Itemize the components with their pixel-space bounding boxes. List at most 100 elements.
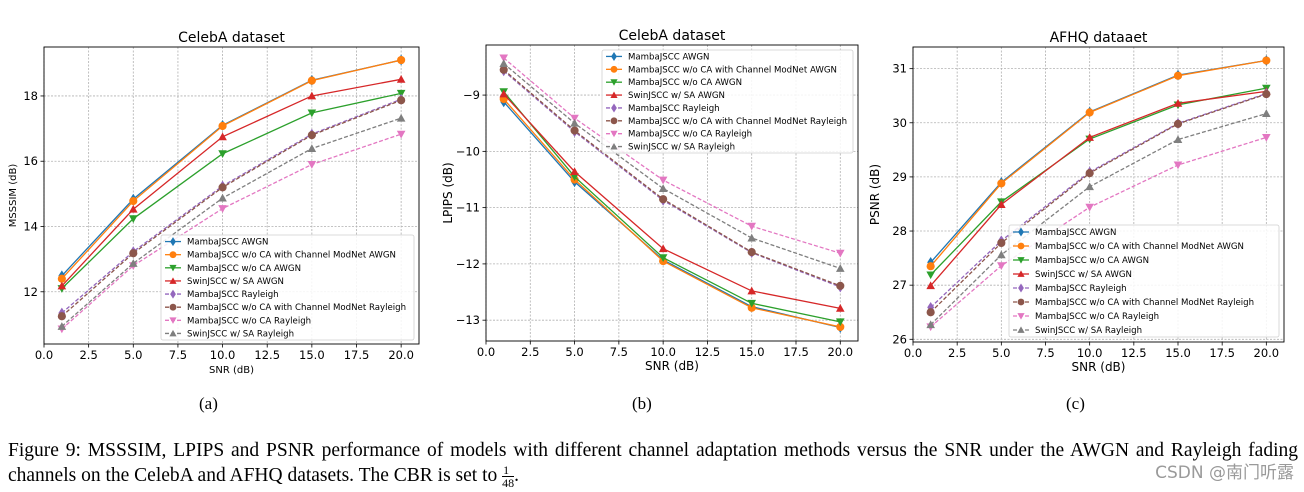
x-tick-label: 15.0: [299, 348, 325, 362]
legend-label: SwinJSCC w/ SA AWGN: [187, 277, 284, 287]
data-point: [997, 262, 1006, 270]
series-5: [926, 90, 1271, 317]
legend: MambaJSCC AWGN MambaJSCC w/o CA with Chan…: [1008, 224, 1280, 338]
data-point: [926, 308, 935, 317]
legend-label: MambaJSCC w/o CA with Channel ModNet Ray…: [628, 117, 847, 127]
data-point: [218, 183, 227, 192]
data-point: [129, 249, 138, 258]
y-tick-label: −11: [456, 201, 480, 215]
data-point: [747, 286, 757, 295]
legend-marker: [1017, 298, 1025, 306]
data-point: [1173, 119, 1183, 128]
x-tick-label: 17.5: [783, 345, 809, 359]
series-7: [499, 59, 845, 272]
series-5: [57, 96, 406, 321]
legend-marker: [610, 91, 618, 98]
data-point: [129, 196, 138, 206]
data-point: [1085, 108, 1094, 117]
legend-marker: [170, 289, 176, 299]
legend-label: MambaJSCC w/o CA with Channel ModNet AWG…: [628, 65, 837, 75]
x-tick-label: 7.5: [1036, 346, 1054, 360]
x-tick-label: 17.5: [1209, 346, 1235, 360]
x-tick-label: 7.5: [169, 348, 187, 362]
legend-label: MambaJSCC w/o CA with Channel ModNet Ray…: [187, 303, 406, 313]
data-point: [57, 312, 66, 321]
data-point: [1173, 161, 1183, 170]
data-point: [747, 299, 757, 308]
legend-label: MambaJSCC w/o CA AWGN: [1035, 256, 1149, 266]
x-tick-label: 0.0: [904, 346, 922, 360]
y-tick-label: 16: [23, 154, 38, 168]
y-axis-label: LPIPS (dB): [441, 162, 455, 223]
legend-box: [160, 234, 415, 341]
legend-box: [601, 49, 854, 154]
legend-marker: [169, 329, 177, 337]
data-point: [835, 318, 845, 327]
data-point: [307, 131, 316, 140]
data-point: [499, 65, 508, 74]
data-point: [835, 249, 845, 258]
legend-marker: [1018, 283, 1024, 293]
x-tick-label: 5.0: [565, 345, 583, 359]
data-point: [835, 264, 845, 272]
series-line: [503, 63, 841, 270]
data-point: [57, 281, 67, 290]
data-point: [747, 248, 756, 257]
data-point: [747, 303, 756, 312]
chart-0: 0.0 2.5 5.0 7.5 10.0 12.5 15.0 17.5 20.0 12 14 16 18…: [8, 30, 420, 376]
data-point: [1085, 169, 1094, 178]
x-axis-label: SNR (dB): [645, 359, 699, 373]
legend-box: [1008, 224, 1280, 338]
legend-label: MambaJSCC w/o CA Rayleigh: [628, 130, 752, 140]
legend-marker: [1017, 270, 1025, 277]
data-point: [57, 274, 66, 283]
legend-marker: [610, 130, 618, 138]
subcaption-c: (c): [1066, 394, 1085, 413]
legend-label: SwinJSCC w/ SA Rayleigh: [187, 329, 294, 339]
series-1: [926, 56, 1271, 271]
data-point: [397, 55, 406, 65]
legend-label: MambaJSCC Rayleigh: [187, 290, 279, 300]
data-point: [835, 304, 845, 312]
axes-frame: [43, 46, 420, 345]
data-point: [307, 91, 317, 100]
data-point: [499, 54, 509, 63]
data-point: [997, 179, 1006, 188]
legend-label: MambaJSCC Rayleigh: [1035, 284, 1127, 294]
data-point: [307, 109, 317, 118]
legend-marker: [1017, 313, 1025, 320]
y-tick-label: −10: [456, 144, 480, 158]
chart-title: CelebA dataset: [619, 28, 726, 44]
data-point: [1262, 133, 1271, 142]
data-point: [570, 126, 579, 135]
legend-label: MambaJSCC w/o CA with Channel ModNet AWG…: [1035, 242, 1244, 252]
data-point: [658, 244, 668, 253]
series-7: [57, 113, 406, 330]
legend-marker: [169, 264, 177, 272]
legend-marker: [169, 251, 177, 259]
series-6: [499, 54, 845, 258]
y-tick-label: 31: [892, 62, 907, 76]
data-point: [570, 118, 579, 127]
x-tick-label: 5.0: [992, 346, 1010, 360]
data-point: [926, 262, 935, 271]
legend-label: SwinJSCC w/ SA Rayleigh: [1035, 326, 1142, 336]
chart-title: CelebA dataset: [178, 30, 285, 46]
legend-marker: [611, 103, 617, 113]
series-3: [499, 89, 845, 312]
data-point: [218, 150, 227, 159]
data-point: [128, 215, 138, 223]
data-point: [1173, 135, 1183, 143]
data-point: [926, 320, 935, 329]
data-point: [658, 254, 668, 263]
x-tick-label: 5.0: [124, 348, 142, 362]
legend-marker: [170, 237, 176, 247]
y-tick-label: 26: [892, 332, 907, 346]
data-point: [1262, 56, 1271, 65]
subcaption-a: (a): [199, 394, 218, 413]
data-point: [836, 322, 845, 332]
caption-text: Figure 9: MSSSIM, LPIPS and PSNR perform…: [8, 440, 1298, 486]
x-axis-label: SNR (dB): [1072, 360, 1126, 374]
legend-label: MambaJSCC Rayleigh: [628, 104, 720, 114]
y-tick-label: −13: [456, 313, 480, 327]
